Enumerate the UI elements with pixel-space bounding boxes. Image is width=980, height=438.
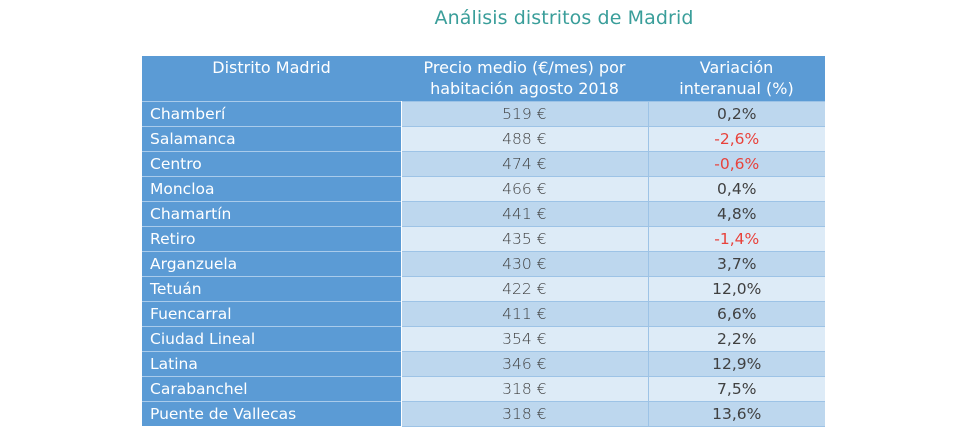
variation-cell: -0,6% — [648, 150, 825, 176]
variation-cell: 0,2% — [648, 100, 825, 126]
table-header-row: Distrito Madrid Precio medio (€/mes) por… — [142, 56, 825, 101]
table-row: Arganzuela 430 € 3,7% — [142, 250, 825, 276]
table-row: Carabanchel 318 € 7,5% — [142, 375, 825, 401]
variation-cell: -2,6% — [648, 125, 825, 151]
district-cell: Carabanchel — [142, 375, 402, 401]
header-variation: Variación interanual (%) — [648, 56, 825, 101]
district-cell: Latina — [142, 350, 402, 376]
header-variation-line2: interanual (%) — [679, 79, 794, 98]
header-variation-line1: Variación — [699, 58, 774, 77]
table-row: Chamartín 441 € 4,8% — [142, 200, 825, 226]
district-cell: Chamberí — [142, 100, 402, 126]
district-cell: Puente de Vallecas — [142, 400, 402, 426]
table-body: Chamberí 519 € 0,2% Salamanca 488 € -2,6… — [142, 100, 825, 427]
table-row: Centro 474 € -0,6% — [142, 150, 825, 176]
districts-table: Distrito Madrid Precio medio (€/mes) por… — [142, 56, 825, 427]
price-cell: 354 € — [401, 325, 649, 351]
variation-cell: 2,2% — [648, 325, 825, 351]
district-cell: Arganzuela — [142, 250, 402, 276]
table-row: Chamberí 519 € 0,2% — [142, 100, 825, 126]
table-row: Tetuán 422 € 12,0% — [142, 275, 825, 301]
variation-cell: 6,6% — [648, 300, 825, 326]
price-cell: 318 € — [401, 400, 649, 427]
district-cell: Salamanca — [142, 125, 402, 151]
table-row: Moncloa 466 € 0,4% — [142, 175, 825, 201]
header-price-line1: Precio medio (€/mes) por — [423, 58, 626, 77]
district-cell: Fuencarral — [142, 300, 402, 326]
variation-cell: 0,4% — [648, 175, 825, 201]
table-row: Salamanca 488 € -2,6% — [142, 125, 825, 151]
header-price: Precio medio (€/mes) por habitación agos… — [401, 56, 648, 101]
variation-cell: 13,6% — [648, 400, 825, 427]
price-cell: 519 € — [401, 100, 649, 126]
price-cell: 488 € — [401, 125, 649, 151]
header-price-line2: habitación agosto 2018 — [430, 79, 619, 98]
price-cell: 466 € — [401, 175, 649, 201]
price-cell: 422 € — [401, 275, 649, 301]
header-district: Distrito Madrid — [142, 56, 401, 101]
table-row: Puente de Vallecas 318 € 13,6% — [142, 400, 825, 427]
price-cell: 435 € — [401, 225, 649, 251]
table-row: Fuencarral 411 € 6,6% — [142, 300, 825, 326]
table-row: Ciudad Lineal 354 € 2,2% — [142, 325, 825, 351]
price-cell: 411 € — [401, 300, 649, 326]
header-district-label: Distrito Madrid — [212, 58, 331, 77]
district-cell: Moncloa — [142, 175, 402, 201]
variation-cell: 12,9% — [648, 350, 825, 376]
price-cell: 318 € — [401, 375, 649, 401]
variation-cell: 3,7% — [648, 250, 825, 276]
table-row: Retiro 435 € -1,4% — [142, 225, 825, 251]
district-cell: Retiro — [142, 225, 402, 251]
page-title: Análisis distritos de Madrid — [434, 7, 694, 29]
district-cell: Chamartín — [142, 200, 402, 226]
district-cell: Centro — [142, 150, 402, 176]
district-cell: Ciudad Lineal — [142, 325, 402, 351]
table-row: Latina 346 € 12,9% — [142, 350, 825, 376]
price-cell: 346 € — [401, 350, 649, 376]
price-cell: 474 € — [401, 150, 649, 176]
variation-cell: -1,4% — [648, 225, 825, 251]
variation-cell: 7,5% — [648, 375, 825, 401]
variation-cell: 4,8% — [648, 200, 825, 226]
variation-cell: 12,0% — [648, 275, 825, 301]
price-cell: 430 € — [401, 250, 649, 276]
price-cell: 441 € — [401, 200, 649, 226]
district-cell: Tetuán — [142, 275, 402, 301]
